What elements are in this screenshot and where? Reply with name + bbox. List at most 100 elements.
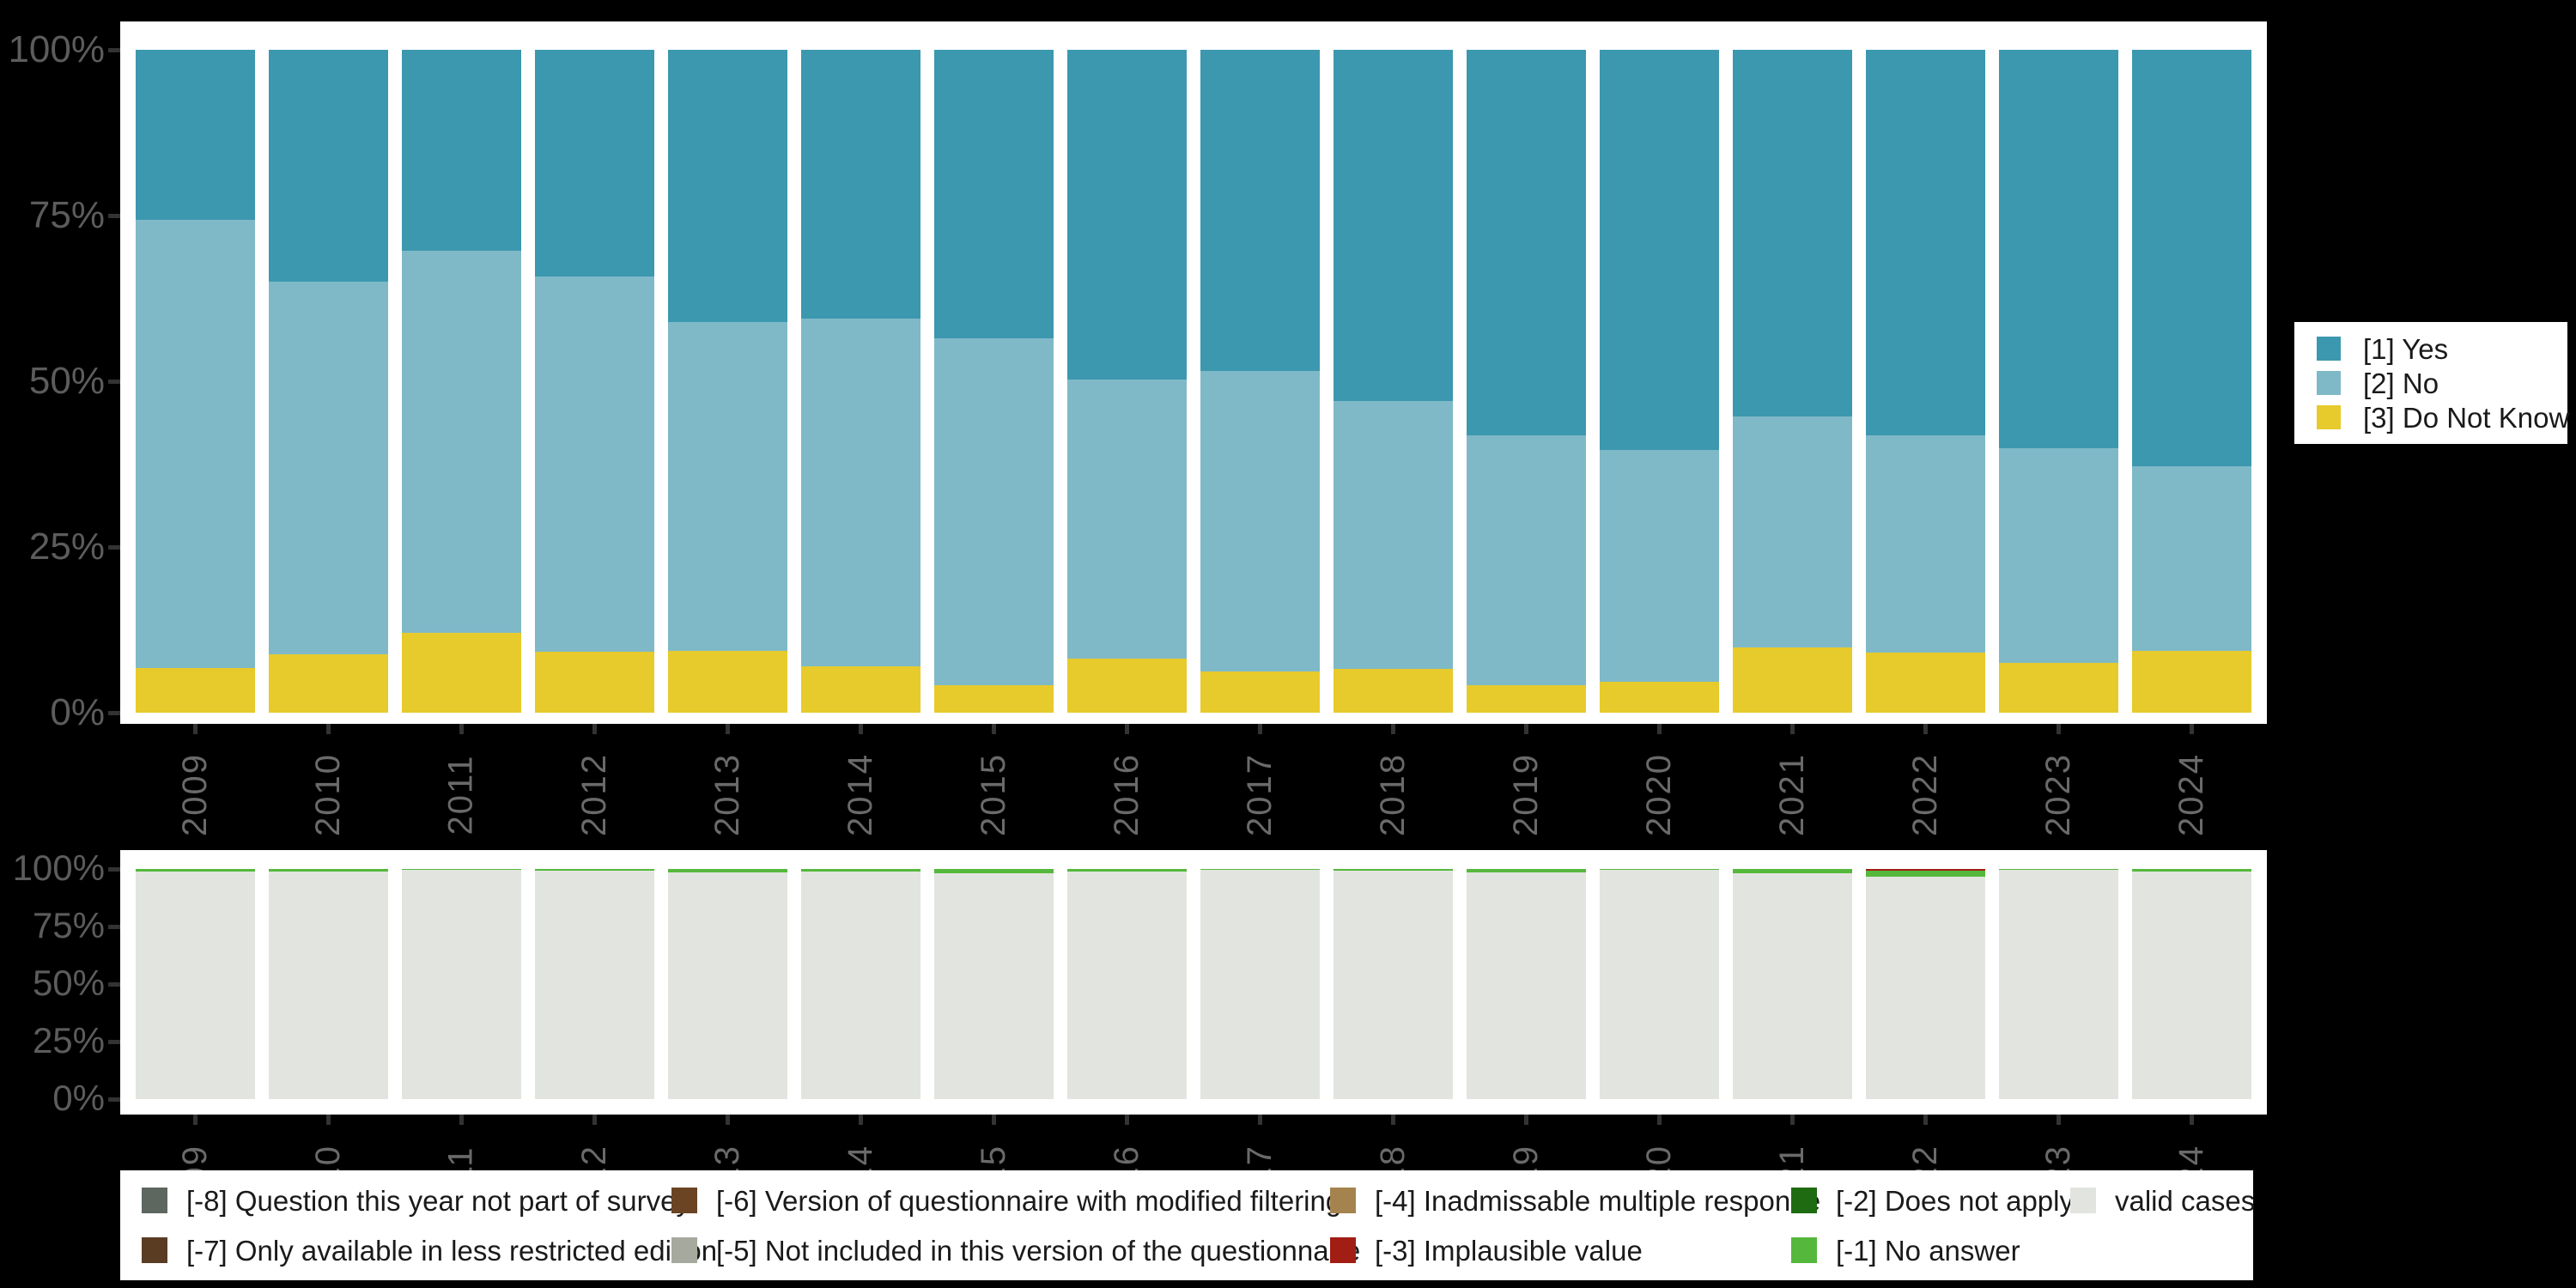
y-tick-label: 100% [12, 848, 105, 888]
legend-color-swatch [1330, 1188, 1356, 1213]
bar-segment [402, 869, 521, 870]
bar-segment [1467, 872, 1586, 1099]
legend-item: [1] Yes [2317, 335, 2567, 363]
x-label-slot: 2011 [395, 735, 528, 854]
bar-segment [1200, 869, 1320, 871]
x-tick-label-2024: 2024 [2172, 752, 2210, 836]
bar-slot-2018 [1327, 50, 1460, 713]
x-label-slot: 2013 [661, 735, 794, 854]
legend-label: [-2] Does not apply [1836, 1184, 2074, 1217]
legend-label: [-1] No answer [1836, 1234, 2020, 1267]
bar-slot-2020 [1593, 869, 1726, 1099]
bar-segment [269, 871, 388, 1099]
x-tick-slot [395, 1115, 528, 1127]
x-tick-slot [1859, 724, 1992, 736]
bar-segment [1067, 658, 1187, 713]
legend-item: [-1] No answer [1791, 1236, 2070, 1265]
legend-color-swatch [1330, 1237, 1356, 1263]
x-tick-slot [1859, 1115, 1992, 1127]
x-tick-label-2015: 2015 [974, 752, 1012, 836]
x-tick-label-2016: 2016 [1107, 752, 1145, 836]
x-tick-mark [592, 724, 597, 734]
legend-label: [-4] Inadmissable multiple response [1375, 1184, 1821, 1217]
bar-segment [1334, 401, 1453, 670]
y-tick-label: 0% [50, 691, 105, 733]
x-tick-mark [1790, 1115, 1795, 1125]
x-label-slot: 2017 [1194, 735, 1327, 854]
bar-segment [934, 872, 1054, 1099]
x-tick-slot [395, 724, 528, 736]
x-tick-label-2012: 2012 [574, 752, 613, 836]
x-tick-mark [726, 724, 730, 734]
bar-segment [1467, 685, 1586, 713]
bar-slot-2011 [395, 869, 528, 1099]
stacked-bar-2021 [1733, 50, 1852, 713]
bar-segment [136, 871, 255, 1099]
x-tick-mark [859, 1115, 863, 1125]
bar-slot-2021 [1726, 869, 1859, 1099]
x-tick-slot [927, 1115, 1060, 1127]
bar-segment [1733, 647, 1852, 713]
bar-slot-2019 [1460, 869, 1593, 1099]
stacked-bar-2021 [1733, 869, 1852, 1099]
stacked-bar-2014 [801, 869, 920, 1099]
bar-slot-2012 [528, 869, 661, 1099]
stacked-bar-2022 [1866, 869, 1985, 1099]
bar-segment [402, 50, 521, 251]
bar-segment [1866, 870, 1985, 877]
x-label-slot: 2014 [794, 735, 927, 854]
x-tick-slot [794, 724, 927, 736]
bar-slot-2022 [1859, 869, 1992, 1099]
bar-segment [136, 668, 255, 713]
y-tick-label: 75% [28, 194, 105, 236]
legend-item: [-2] Does not apply [1791, 1187, 2074, 1215]
bar-segment [269, 869, 388, 872]
bar-slot-2024 [2125, 869, 2258, 1099]
stacked-bar-2019 [1467, 50, 1586, 713]
y-tick-label: 100% [8, 28, 105, 70]
y-tick-mark [108, 711, 120, 715]
legend-color-swatch [671, 1237, 697, 1263]
legend-item: [3] Do Not Know [2317, 404, 2569, 432]
bar-segment [535, 50, 654, 277]
x-tick-mark [1391, 724, 1395, 734]
bar-segment [136, 50, 255, 221]
x-tick-slot [262, 1115, 395, 1127]
y-tick-mark [108, 1040, 120, 1044]
bar-segment [1600, 50, 1719, 451]
bar-slot-2018 [1327, 869, 1460, 1099]
legend-color-swatch [2317, 371, 2341, 395]
top-chart-bars [120, 50, 2267, 713]
bar-segment [535, 869, 654, 872]
y-tick-label: 50% [28, 360, 105, 402]
legend-item: [-3] Implausible value [1330, 1236, 1791, 1265]
bar-segment [1067, 869, 1187, 872]
x-tick-slot [1992, 1115, 2125, 1127]
x-tick-slot [1460, 1115, 1593, 1127]
bar-segment [136, 869, 255, 872]
bar-slot-2024 [2125, 50, 2258, 713]
x-tick-mark [1125, 1115, 1129, 1125]
x-label-slot: 2010 [262, 735, 395, 854]
x-tick-mark [193, 724, 197, 734]
legend-label: [-3] Implausible value [1375, 1234, 1643, 1267]
missing-values-legend: [-8] Question this year not part of surv… [120, 1170, 2255, 1280]
bar-segment [1999, 870, 2118, 1099]
x-tick-slot [1060, 724, 1194, 736]
x-tick-label-2022: 2022 [1905, 752, 1944, 836]
x-tick-label-2019: 2019 [1506, 752, 1545, 836]
x-tick-mark [1524, 724, 1528, 734]
stacked-bar-2020 [1600, 50, 1719, 713]
legend-color-swatch [2070, 1188, 2096, 1213]
legend-label: [-8] Question this year not part of surv… [186, 1184, 690, 1217]
y-tick-label: 75% [32, 905, 105, 945]
bar-segment [535, 276, 654, 652]
x-tick-mark [1923, 1115, 1928, 1125]
bar-segment [668, 872, 787, 1099]
bar-slot-2010 [262, 869, 395, 1099]
bar-segment [2132, 651, 2251, 713]
x-tick-mark [1657, 724, 1662, 734]
bar-segment [801, 872, 920, 1099]
bar-segment [1999, 447, 2118, 664]
bar-segment [668, 50, 787, 323]
